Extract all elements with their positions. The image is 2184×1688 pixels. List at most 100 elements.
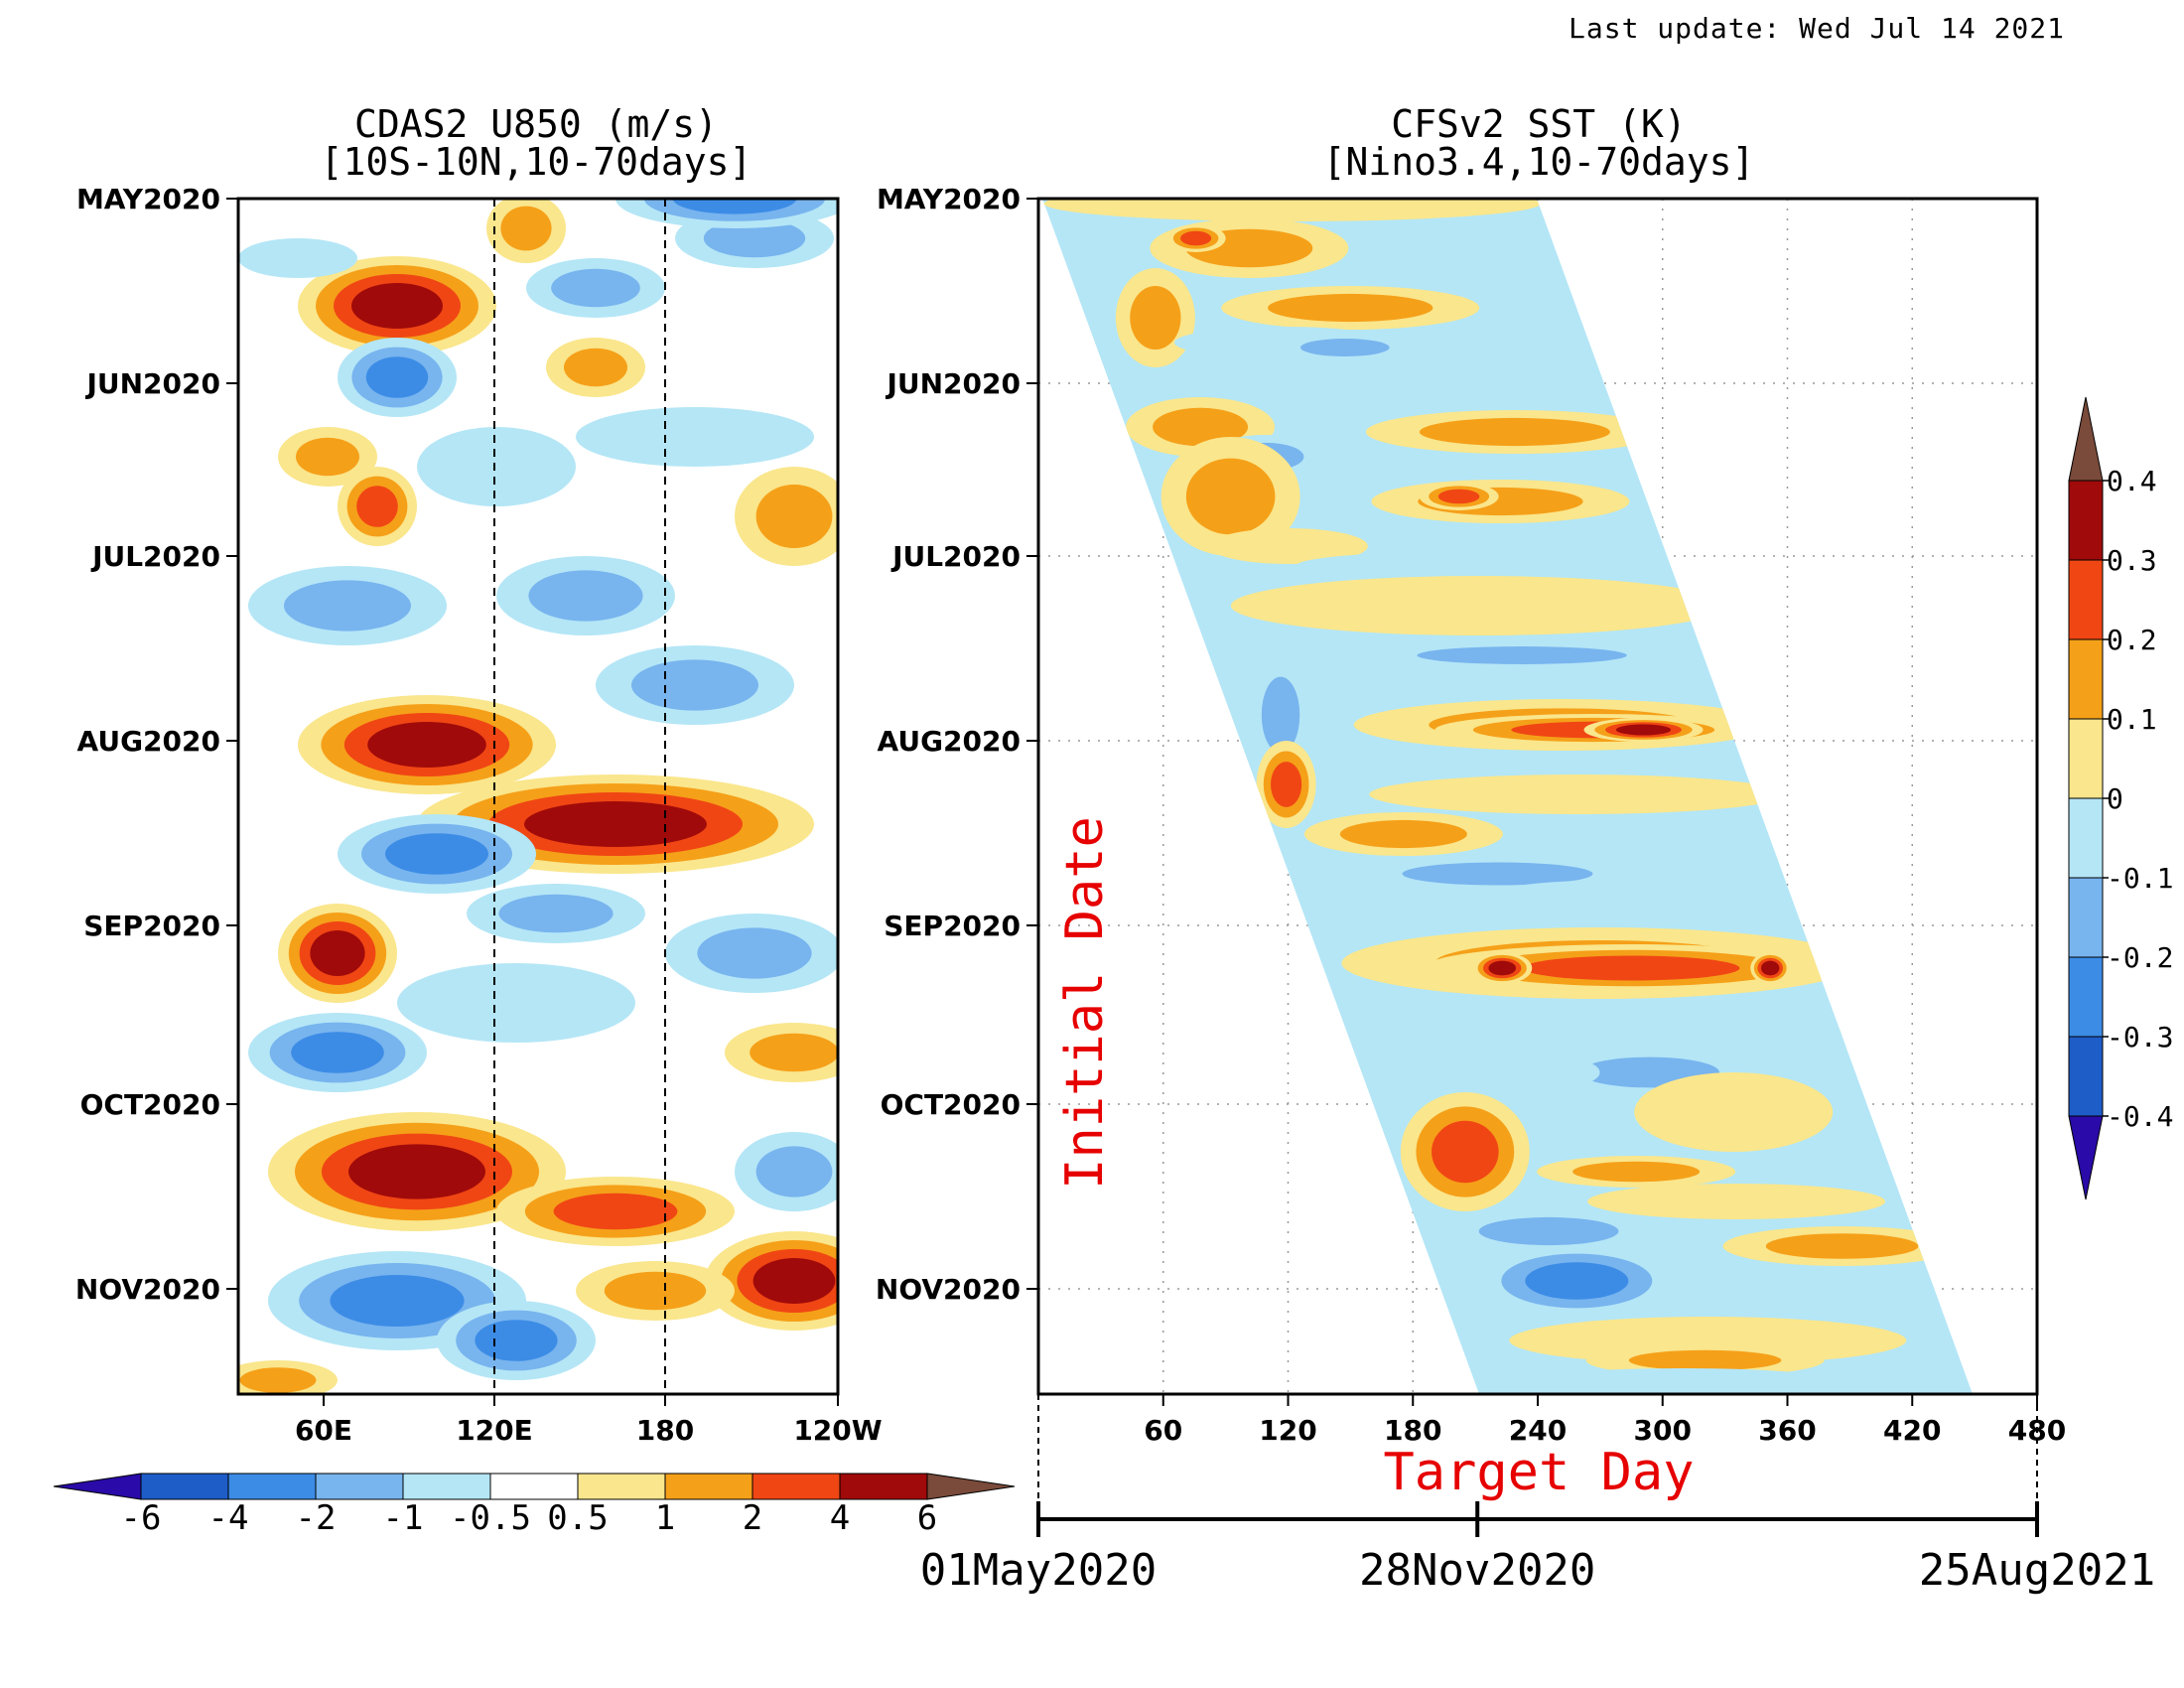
x-tick-label: 180 [1384, 1414, 1441, 1447]
contour-blob [596, 645, 794, 725]
left-subtitle: [10S-10N,10-70days] [321, 140, 752, 184]
date-axis-label: 28Nov2020 [1359, 1545, 1595, 1596]
contour-blob [1406, 1013, 1903, 1053]
contour-blob [1699, 1271, 1973, 1311]
contour-level [365, 356, 429, 398]
date-axis-label: 25Aug2021 [1919, 1545, 2155, 1596]
right-panel: CFSv2 SST (K) [Nino3.4,10-70days] MAY202… [876, 102, 2174, 1596]
colorbar-label: 4 [830, 1498, 850, 1538]
contour-level [524, 801, 707, 847]
colorbar-label: -0.2 [2107, 941, 2173, 974]
contour-blob [546, 338, 645, 397]
contour-level [1437, 489, 1480, 504]
x-tick-label: 120E [456, 1414, 533, 1447]
contour-blob [1115, 268, 1195, 367]
contour-level [475, 1320, 558, 1361]
y-tick-label: MAY2020 [76, 183, 220, 215]
y-tick-label: OCT2020 [881, 1088, 1021, 1121]
colorbar-label: -0.3 [2107, 1021, 2173, 1054]
contour-level [755, 1146, 833, 1197]
contour-blob [298, 256, 496, 355]
contour-level [1130, 286, 1181, 350]
contour-level [1488, 960, 1517, 976]
contour-blob [278, 427, 377, 487]
left-panel: CDAS2 U850 (m/s) [10S-10N,10-70days] MAY… [53, 102, 1016, 1538]
contour-blob [437, 1301, 596, 1380]
contour-level [238, 238, 357, 278]
colorbar-swatch [577, 1473, 666, 1500]
colorbar-swatch [2068, 956, 2104, 1038]
contour-blob [1208, 528, 1368, 564]
contour-blob [338, 814, 536, 894]
contour-blob [1587, 1184, 1886, 1219]
x-tick-label: 360 [1758, 1414, 1816, 1447]
contour-blob [576, 407, 814, 467]
right-x-axis: 60 120 180 240 300 360 420 480 [1037, 1394, 2066, 1519]
contour-level [1523, 955, 1740, 981]
contour-blob [496, 1177, 735, 1246]
contour-level [310, 930, 365, 976]
colorbar-label: -4 [208, 1498, 249, 1538]
xlabel-target-day: Target Day [1383, 1443, 1694, 1502]
y-tick-label: JUN2020 [885, 367, 1021, 400]
colorbar-label: 0.4 [2107, 465, 2157, 497]
x-tick-label: 60 [1144, 1414, 1182, 1447]
contour-level [1765, 1233, 1919, 1259]
contour-blob [1423, 944, 1841, 992]
contour-blob [1419, 483, 1499, 510]
colorbar-label: 0 [2107, 782, 2123, 815]
contour-level [750, 1033, 838, 1072]
contour-blob [1472, 952, 1533, 984]
colorbar-swatch [402, 1473, 491, 1500]
contour-level [239, 1367, 317, 1393]
contour-blob [238, 1360, 338, 1394]
contour-level [1533, 1368, 1832, 1392]
contour-level [1480, 1055, 1600, 1090]
right-heatmap-field [1042, 199, 1973, 1394]
contour-blob [725, 1023, 838, 1082]
contour-level [1267, 293, 1433, 323]
colorbar-arrow-low [53, 1473, 142, 1500]
left-plot-frame [236, 197, 840, 1396]
contour-blob [1400, 1092, 1530, 1211]
contour-blob [1043, 199, 1541, 221]
contour-level [528, 570, 643, 622]
colorbar-swatch [2068, 877, 2104, 958]
y-tick-label: JUL2020 [90, 540, 220, 573]
y-tick-label: OCT2020 [80, 1088, 220, 1121]
contour-blob [278, 904, 397, 1003]
contour-blob [1494, 880, 1753, 908]
colorbar-label: -0.5 [450, 1498, 531, 1538]
colorbar-swatch [2068, 559, 2104, 640]
colorbar-label: 6 [917, 1498, 937, 1538]
contour-level [1525, 1262, 1629, 1300]
y-tick-label: SEP2020 [83, 910, 220, 942]
contour-level [1043, 199, 1541, 221]
colorbar-swatch [140, 1473, 229, 1500]
contour-blob [486, 199, 566, 263]
contour-blob [1634, 1072, 1834, 1152]
ylabel-initial-date: Initial Date [1055, 816, 1115, 1190]
colorbar-swatch [2068, 480, 2104, 561]
colorbar-swatch [839, 1473, 928, 1500]
y-tick-label: SEP2020 [884, 910, 1021, 942]
contour-blob [1480, 1055, 1600, 1090]
contour-level [1417, 646, 1627, 664]
y-tick-label: MAY2020 [877, 183, 1021, 215]
contour-level [1432, 1120, 1499, 1184]
contour-blob [1275, 334, 1415, 361]
colorbar-swatch [751, 1473, 841, 1500]
contour-level [385, 833, 488, 875]
contour-level [1494, 880, 1753, 908]
colorbar-arrow-high [926, 1473, 1016, 1500]
colorbar-label: 0.3 [2107, 544, 2157, 577]
contour-level [1419, 417, 1610, 447]
contour-level [1153, 407, 1249, 447]
contour-blob [1371, 480, 1630, 523]
left-y-axis: MAY2020 JUN2020 JUL2020 AUG2020 SEP2020 OCT20… [75, 183, 238, 1306]
contour-blob [665, 914, 838, 993]
contour-blob [1296, 552, 1594, 580]
contour-blob [467, 884, 645, 943]
contour-level [1230, 576, 1727, 635]
